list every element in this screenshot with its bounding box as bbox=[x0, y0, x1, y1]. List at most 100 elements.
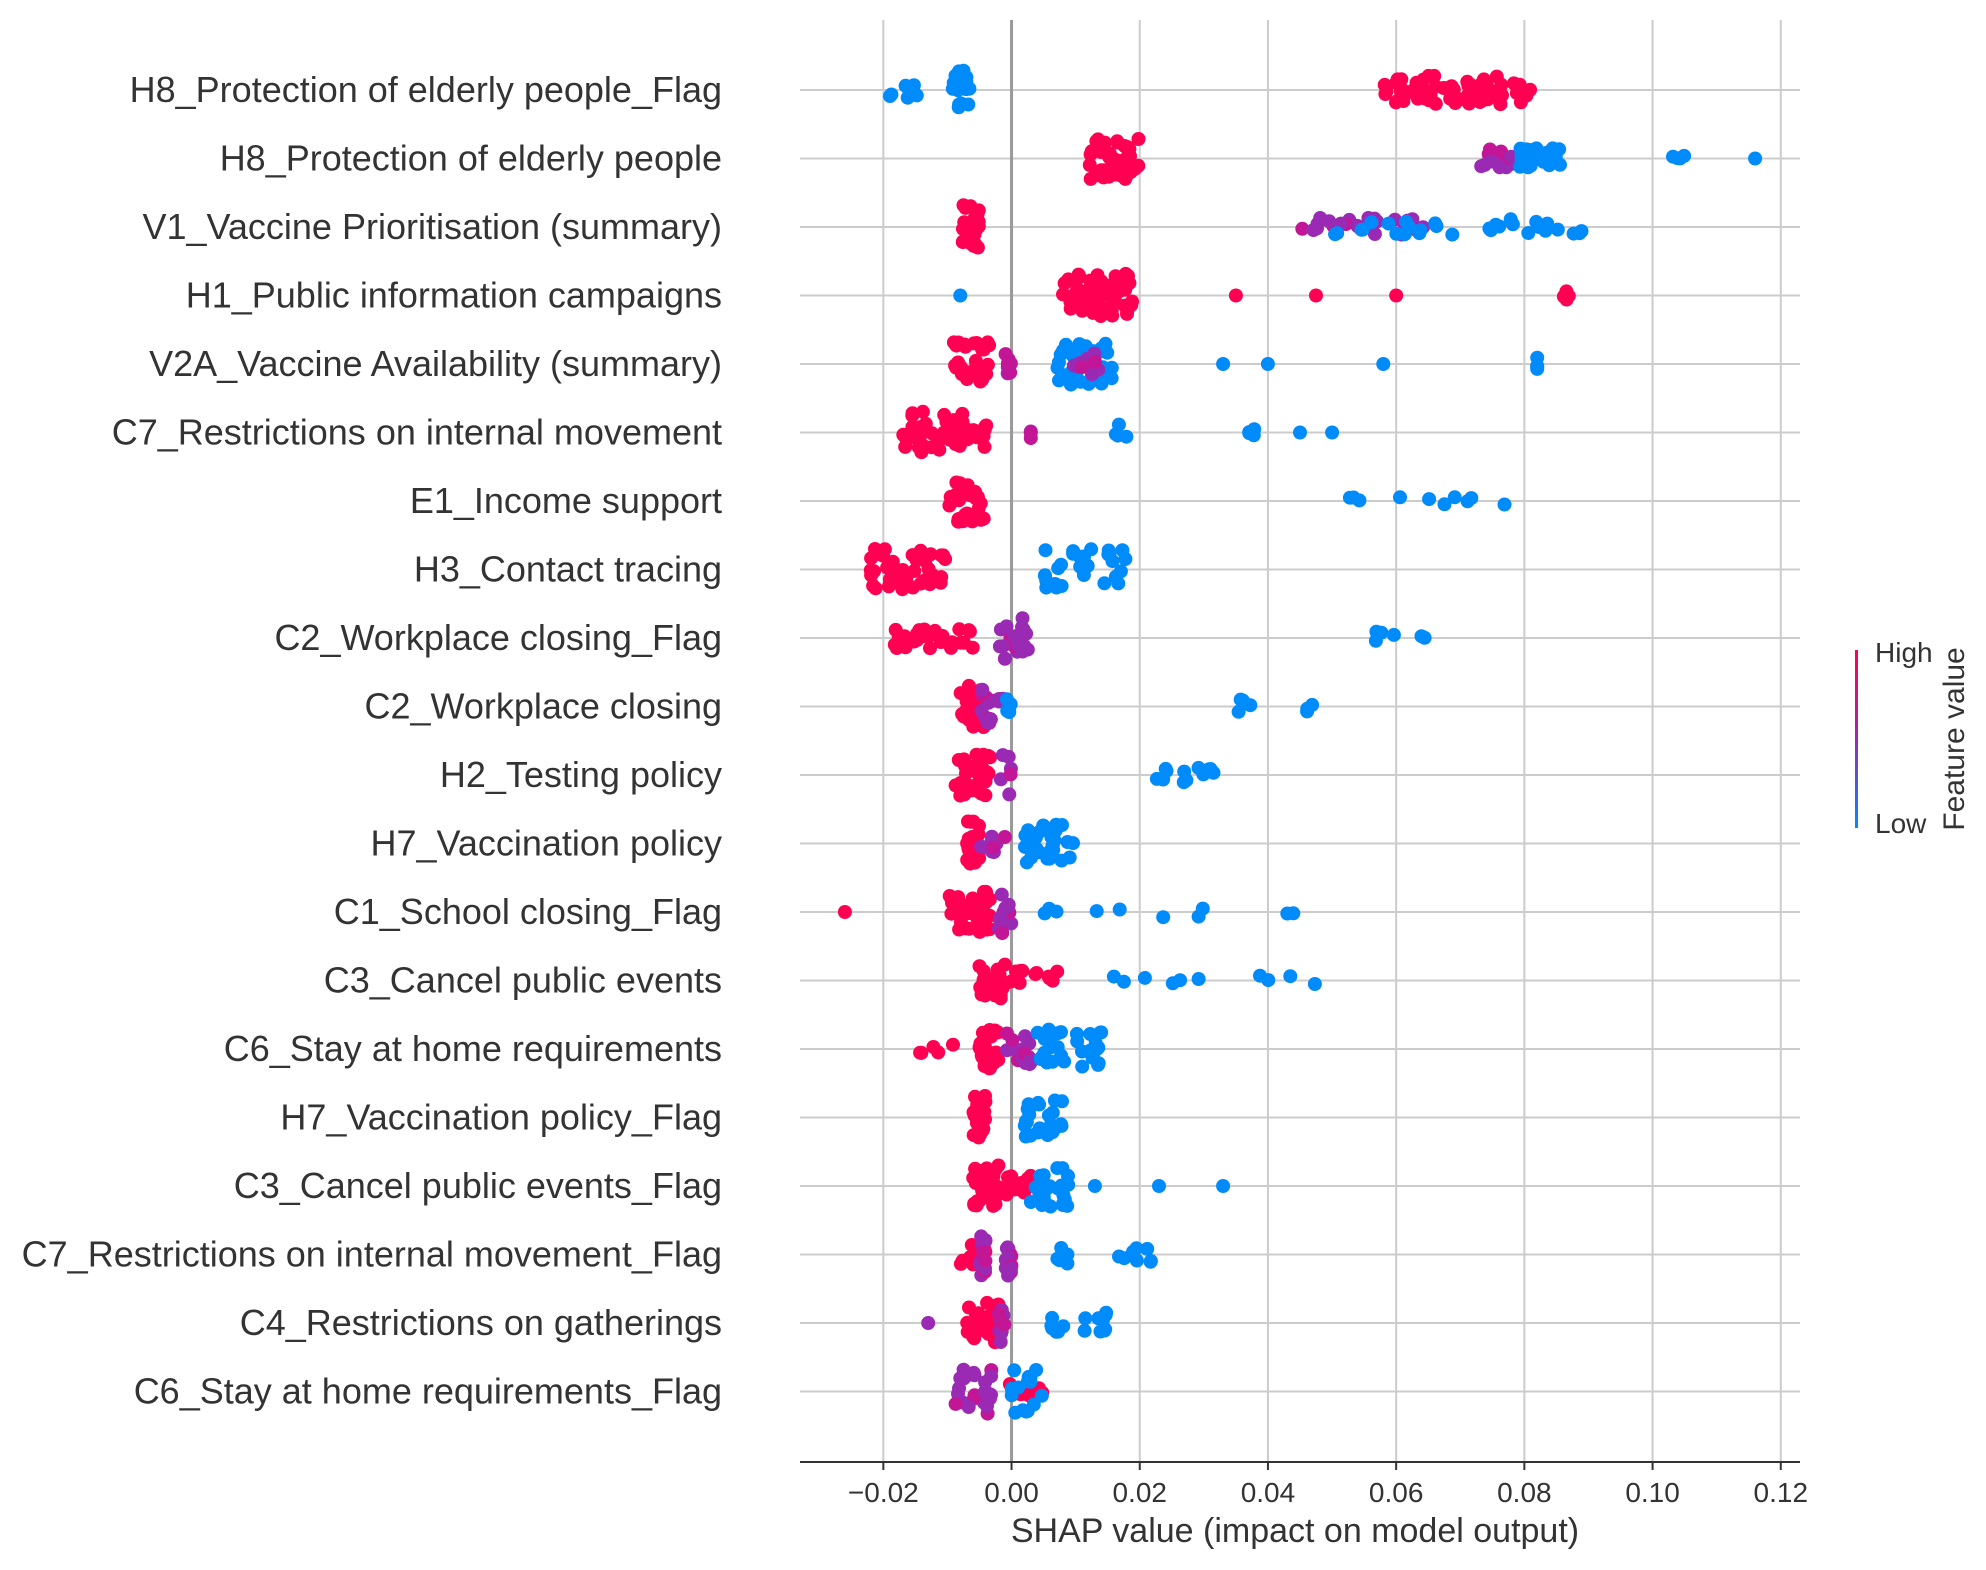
shap-point bbox=[993, 622, 1008, 637]
feature-point-group bbox=[953, 1229, 1158, 1283]
shap-point bbox=[898, 78, 913, 93]
feature-point-group bbox=[863, 542, 1133, 597]
shap-point bbox=[1054, 557, 1068, 572]
shap-point bbox=[1001, 749, 1016, 764]
shap-point bbox=[1045, 1105, 1060, 1120]
shap-point bbox=[1015, 644, 1030, 659]
shap-point bbox=[1036, 1191, 1051, 1206]
shap-point bbox=[1550, 222, 1565, 237]
shap-point bbox=[1060, 835, 1075, 849]
shap-point bbox=[1503, 212, 1518, 227]
shap-point bbox=[956, 198, 971, 213]
shap-point bbox=[1231, 704, 1246, 719]
shap-point bbox=[1386, 627, 1401, 642]
x-tick-label: 0.10 bbox=[1625, 1477, 1680, 1508]
shap-point bbox=[968, 353, 983, 368]
shap-point bbox=[963, 1367, 978, 1382]
shap-point bbox=[1464, 491, 1479, 506]
shap-point bbox=[1158, 761, 1173, 776]
shap-point bbox=[1559, 284, 1574, 299]
shap-point bbox=[956, 752, 971, 767]
shap-point bbox=[959, 694, 974, 709]
shap-point bbox=[1075, 1059, 1090, 1074]
shap-point bbox=[977, 439, 992, 454]
shap-point bbox=[1062, 850, 1077, 865]
feature-point-group bbox=[955, 198, 1589, 255]
shap-point bbox=[956, 234, 970, 249]
shap-point bbox=[1137, 970, 1152, 985]
shap-point bbox=[997, 1317, 1012, 1332]
feature-label: C7_Restrictions on internal movement_Fla… bbox=[22, 1234, 722, 1275]
shap-point bbox=[1031, 1095, 1046, 1110]
shap-point bbox=[1530, 359, 1545, 374]
shap-point bbox=[1111, 576, 1126, 591]
shap-point bbox=[1117, 298, 1132, 313]
shap-point bbox=[1073, 292, 1088, 307]
shap-point bbox=[1022, 1054, 1037, 1069]
feature-labels: H8_Protection of elderly people_Flag H8_P… bbox=[22, 69, 722, 1412]
shap-point bbox=[1393, 490, 1407, 505]
shap-point bbox=[1521, 226, 1536, 240]
colorbar-gradient bbox=[1855, 650, 1858, 828]
shap-point bbox=[1049, 904, 1064, 919]
shap-point bbox=[1462, 96, 1477, 111]
feature-label: C4_Restrictions on gatherings bbox=[240, 1302, 722, 1343]
feature-label: H7_Vaccination policy_Flag bbox=[280, 1097, 722, 1138]
shap-point bbox=[954, 96, 968, 111]
shap-point bbox=[956, 709, 971, 724]
shap-point bbox=[898, 640, 913, 655]
shap-point bbox=[1413, 223, 1428, 238]
shap-point bbox=[1506, 76, 1521, 91]
shap-point bbox=[1483, 223, 1498, 238]
shap-point bbox=[1029, 1363, 1044, 1377]
shap-point bbox=[1019, 855, 1034, 870]
shap-point bbox=[1427, 68, 1442, 83]
shap-point bbox=[1143, 1254, 1158, 1268]
feature-label: C6_Stay at home requirements_Flag bbox=[134, 1371, 722, 1412]
shap-point bbox=[1110, 135, 1125, 150]
shap-point bbox=[1228, 288, 1243, 303]
shap-point bbox=[967, 227, 982, 242]
shap-point bbox=[951, 72, 966, 86]
shap-point bbox=[1196, 767, 1211, 782]
shap-point bbox=[963, 898, 977, 912]
shap-point bbox=[966, 1128, 981, 1143]
shap-point bbox=[1045, 1310, 1060, 1325]
shap-point bbox=[1055, 1161, 1070, 1176]
shap-point bbox=[997, 830, 1012, 844]
shap-point bbox=[1131, 132, 1146, 146]
shap-point bbox=[1235, 693, 1250, 708]
shap-point bbox=[1002, 787, 1017, 802]
shap-point bbox=[972, 959, 987, 974]
shap-point bbox=[945, 895, 959, 910]
shap-point bbox=[979, 887, 994, 902]
shap-point bbox=[984, 1029, 999, 1044]
feature-label: H1_Public information campaigns bbox=[186, 275, 722, 316]
shap-point bbox=[1309, 288, 1323, 303]
shap-point bbox=[884, 87, 899, 102]
shap-point bbox=[980, 357, 995, 372]
shap-point bbox=[1033, 1169, 1048, 1184]
shap-point bbox=[974, 839, 989, 854]
shap-point bbox=[1063, 377, 1078, 392]
shap-point bbox=[1367, 227, 1382, 241]
shap-point bbox=[1355, 222, 1370, 237]
shap-point bbox=[1077, 1323, 1092, 1338]
shap-point bbox=[1063, 301, 1078, 316]
shap-point bbox=[1023, 1195, 1038, 1209]
shap-point bbox=[1389, 288, 1404, 303]
shap-point bbox=[888, 622, 903, 637]
shap-point bbox=[1034, 1388, 1049, 1403]
shap-point bbox=[1191, 972, 1206, 986]
shap-point bbox=[971, 501, 986, 516]
shap-point bbox=[1023, 1168, 1038, 1183]
shap-point bbox=[1003, 1261, 1018, 1276]
shap-point bbox=[1074, 360, 1089, 375]
shap-point bbox=[980, 1399, 994, 1413]
shap-point bbox=[1111, 284, 1126, 299]
grid-lines bbox=[800, 20, 1800, 1462]
shap-point bbox=[1395, 82, 1410, 97]
shap-point bbox=[905, 427, 920, 442]
shap-point bbox=[972, 1117, 987, 1132]
x-axis: −0.02 0.00 0.02 0.04 0.06 0.08 0.10 0.12 bbox=[800, 1461, 1808, 1508]
